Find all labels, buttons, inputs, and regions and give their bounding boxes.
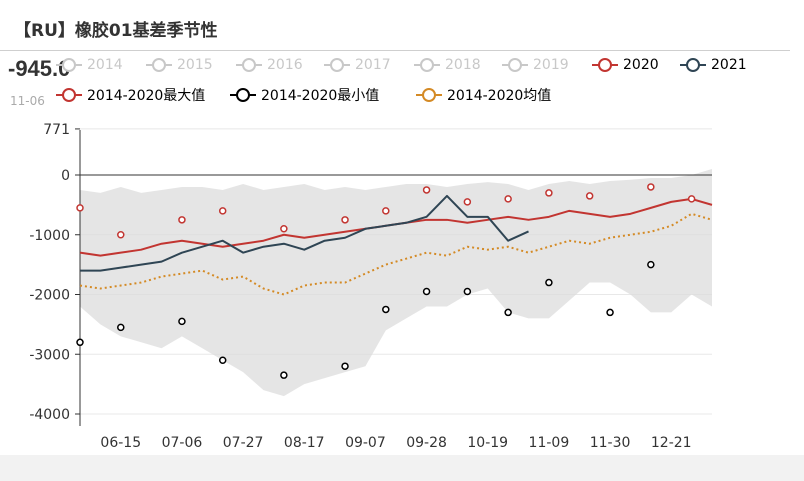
y-tick-label: -2000 <box>29 288 70 304</box>
legend-label: 2017 <box>355 57 391 73</box>
legend-item[interactable]: 2019 <box>502 57 569 73</box>
series-point-2 <box>687 195 696 203</box>
legend-item[interactable]: 2015 <box>146 57 213 73</box>
series-point-3 <box>178 317 186 326</box>
title-divider <box>0 50 790 51</box>
series-point-2 <box>422 186 431 194</box>
chart-title: 【RU】橡胶01基差季节性 <box>14 21 218 41</box>
series-line-4 <box>79 212 713 296</box>
legend-item[interactable]: 2016 <box>236 57 303 73</box>
legend-swatch-icon <box>592 58 618 72</box>
legend-swatch-icon <box>680 58 706 72</box>
legend-item[interactable]: 2021 <box>680 57 747 73</box>
x-tick-label: 07-06 <box>162 435 203 451</box>
series-point-3 <box>382 305 390 314</box>
legend-swatch-icon <box>502 58 528 72</box>
x-tick-label: 08-17 <box>284 435 325 451</box>
series-point-2 <box>382 207 390 215</box>
legend-item[interactable]: 2014-2020最小值 <box>230 85 379 105</box>
series-point-3 <box>422 287 431 296</box>
legend-label: 2015 <box>177 57 213 73</box>
legend-label: 2014-2020最大值 <box>87 88 206 104</box>
legend-label: 2014 <box>87 57 123 73</box>
legend-swatch-icon <box>56 58 82 72</box>
series-point-2 <box>117 231 125 239</box>
series-point-2 <box>280 225 288 233</box>
series-point-2 <box>218 207 227 215</box>
x-tick-label: 06-15 <box>100 435 141 451</box>
y-tick-label: -3000 <box>29 347 70 363</box>
legend-label: 2021 <box>711 57 747 73</box>
bottom-band <box>0 455 804 481</box>
legend-swatch-icon <box>56 88 82 102</box>
legend-swatch-icon <box>416 88 442 102</box>
series-point-2 <box>647 183 655 191</box>
legend-item[interactable]: 2014-2020最大值 <box>56 85 205 105</box>
series-point-2 <box>463 198 472 206</box>
y-tick-label: 771 <box>43 122 70 138</box>
legend-swatch-icon <box>146 58 172 72</box>
legend-item[interactable]: 2014-2020均值 <box>416 85 551 105</box>
legend-item[interactable]: 2017 <box>324 57 391 73</box>
series-point-3 <box>117 323 125 332</box>
legend-swatch-icon <box>324 58 350 72</box>
x-tick-label: 11-30 <box>590 435 631 451</box>
x-tick-label: 11-09 <box>529 435 570 451</box>
legend-item[interactable]: 2014 <box>56 57 123 73</box>
series-point-3 <box>504 308 512 317</box>
legend-swatch-icon <box>230 88 256 102</box>
x-tick-label: 12-21 <box>651 435 692 451</box>
series-point-2 <box>76 204 84 212</box>
series-point-3 <box>218 356 227 364</box>
tooltip-date: 11-06 <box>10 94 45 108</box>
x-tick-label: 07-27 <box>223 435 264 451</box>
series-point-2 <box>545 189 553 197</box>
series-point-3 <box>76 338 84 347</box>
series-point-2 <box>178 216 186 224</box>
y-tick-label: -1000 <box>29 228 70 244</box>
legend-label: 2014-2020均值 <box>447 88 552 104</box>
series-point-2 <box>504 195 512 203</box>
x-tick-label: 09-28 <box>406 435 447 451</box>
legend-label: 2014-2020最小值 <box>261 88 380 104</box>
series-point-3 <box>545 278 553 287</box>
series-point-3 <box>280 371 288 379</box>
legend-item[interactable]: 2020 <box>592 57 659 73</box>
tooltip-value: -945.0 <box>8 56 71 81</box>
series-line-1 <box>80 194 529 272</box>
legend-label: 2019 <box>533 57 569 73</box>
legend-label: 2018 <box>445 57 481 73</box>
legend-label: 2016 <box>267 57 303 73</box>
legend-label: 2020 <box>623 57 659 73</box>
series-point-2 <box>341 216 349 224</box>
series-point-3 <box>341 362 349 370</box>
y-tick-label: 0 <box>61 168 70 184</box>
series-point-2 <box>585 192 594 200</box>
legend-item[interactable]: 2018 <box>414 57 481 73</box>
series-point-3 <box>463 287 472 296</box>
legend-swatch-icon <box>236 58 262 72</box>
series-point-3 <box>606 308 614 317</box>
x-tick-label: 10-19 <box>467 435 508 451</box>
range-band-area <box>80 169 712 397</box>
x-tick-label: 09-07 <box>345 435 386 451</box>
series-point-3 <box>647 260 655 269</box>
legend-swatch-icon <box>414 58 440 72</box>
y-tick-label: -4000 <box>29 407 70 423</box>
